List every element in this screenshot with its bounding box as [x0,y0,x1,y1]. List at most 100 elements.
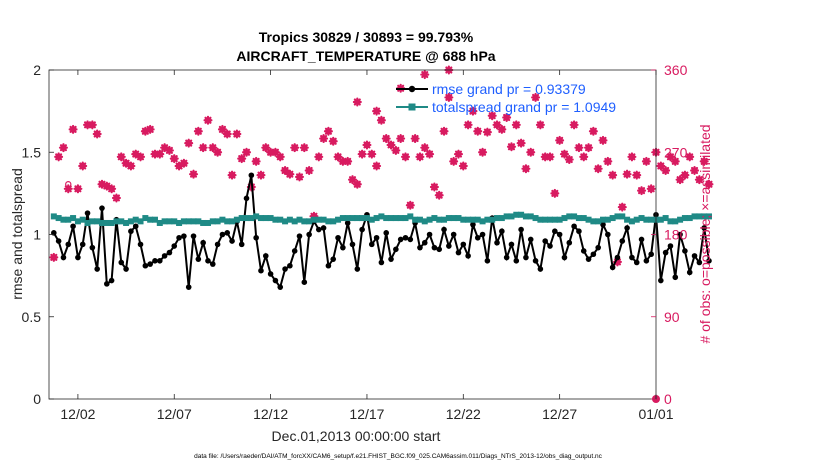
rmse-point [258,267,264,274]
spread-point [638,215,645,222]
obs-assimilated-marker [376,115,386,125]
spread-point [180,218,187,225]
spread-point [50,213,57,220]
rmse-point [537,266,544,272]
rmse-point [547,243,553,249]
spread-point [455,215,462,222]
spread-point [378,213,385,220]
spread-point [474,216,481,223]
spread-point [171,218,178,225]
rmse-point [75,254,81,261]
spread-point [132,216,139,223]
obs-assimilated-marker [511,120,521,130]
spread-point [667,218,674,225]
spread-point [65,216,72,223]
obs-assimilated-marker [665,152,675,162]
spread-point [648,216,655,223]
rmse-point [619,238,626,244]
obs-assimilated-marker [107,184,117,194]
spread-point [359,215,366,222]
spread-point [70,215,77,222]
spread-point [248,215,255,222]
obs-assimilated-marker [569,120,579,130]
obs-assimilated-marker [564,155,574,165]
rmse-point [147,261,153,267]
spread-point [224,218,231,225]
obs-assimilated-marker [126,161,136,171]
rmse-point [518,226,524,233]
spread-point [161,218,168,225]
obs-assimilated-marker [439,126,449,136]
rmse-point [638,236,645,243]
rmse-point [224,230,231,236]
rmse-point [672,274,679,281]
spread-point [619,213,626,220]
spread-point [479,218,486,225]
obs-assimilated-marker [304,166,314,176]
spread-point [388,215,395,222]
obs-assimilated-marker [593,164,603,174]
y-tick-label-left: 2 [33,62,41,78]
spread-point [147,216,154,223]
obs-assimilated-marker [256,170,266,180]
spread-point [585,216,592,223]
rmse-point [99,205,105,211]
obs-assimilated-marker [213,147,223,157]
x-axis-label: Dec.01,2013 00:00:00 start [272,428,441,444]
spread-point [60,216,67,223]
rmse-point [682,248,688,254]
spread-point [628,218,635,225]
spread-point [460,216,467,223]
x-tick-label: 12/27 [542,406,577,422]
obs-assimilated-marker [690,166,700,176]
spread-point [527,213,534,220]
rmse-point [306,231,312,238]
spread-point [123,219,130,226]
rmse-point [624,225,630,231]
spread-point [200,219,207,226]
rmse-point [426,231,433,238]
rmse-point [287,262,293,269]
spread-point [98,219,105,226]
obs-assimilated-marker [164,145,174,155]
obs-assimilated-marker [391,145,401,155]
spread-point [113,218,120,225]
plot-area [49,65,714,403]
spread-point [277,216,284,223]
spread-point [595,218,602,225]
rmse-point [128,228,134,235]
y-tick-label-left: 0 [33,391,41,407]
y-axis-label-left: rmse and totalspread [9,168,25,300]
rmse-point [677,231,683,238]
spread-point [286,216,293,223]
spread-point [315,216,322,223]
obs-assimilated-marker [352,179,362,189]
rmse-point [185,284,192,290]
spread-point [204,219,211,226]
spread-point [84,219,91,226]
rmse-point [595,244,601,251]
obs-assimilated-marker [92,129,102,139]
obs-assimilated-marker [420,143,430,153]
spread-point [89,218,96,225]
rmse-point [474,234,481,241]
rmse-point [123,266,129,272]
spread-point [243,215,250,222]
rmse-point [455,249,462,256]
spread-point [551,216,558,223]
spread-point [537,216,544,223]
rmse-point [609,264,616,271]
spread-point [238,215,245,222]
rmse-point [330,256,337,262]
legend-spread-marker [408,103,416,111]
obs-assimilated-marker [420,70,430,80]
spread-point [209,218,216,225]
spread-point [74,218,81,225]
obs-assimilated-marker [632,170,642,180]
obs-assimilated-marker [78,161,88,171]
obs-assimilated-marker [468,106,478,116]
obs-assimilated-marker [478,147,488,157]
spread-point [547,216,554,223]
obs-assimilated-marker [275,152,285,162]
